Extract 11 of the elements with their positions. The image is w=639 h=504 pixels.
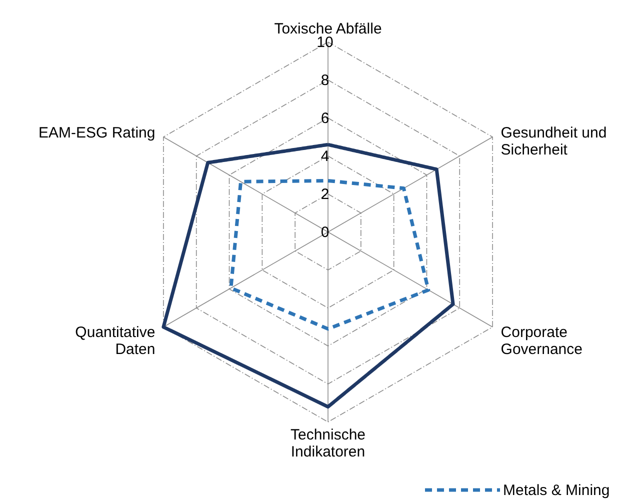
- spoke-label: Corporate Governance: [500, 324, 582, 358]
- spoke-label: Quantitative Daten: [75, 324, 156, 358]
- legend-label: Metals & Mining: [503, 482, 610, 499]
- spoke-label: Gesundheit und Sicherheit: [500, 124, 607, 158]
- spoke-label: EAM-ESG Rating: [38, 124, 156, 142]
- spoke-label: Technische Indikatoren: [290, 426, 366, 461]
- y-tick-label: 4: [320, 148, 330, 165]
- y-tick-label: 0: [320, 224, 330, 241]
- y-tick-label: 2: [320, 186, 330, 203]
- y-tick-label: 6: [320, 110, 330, 127]
- y-tick-label: 8: [320, 72, 330, 89]
